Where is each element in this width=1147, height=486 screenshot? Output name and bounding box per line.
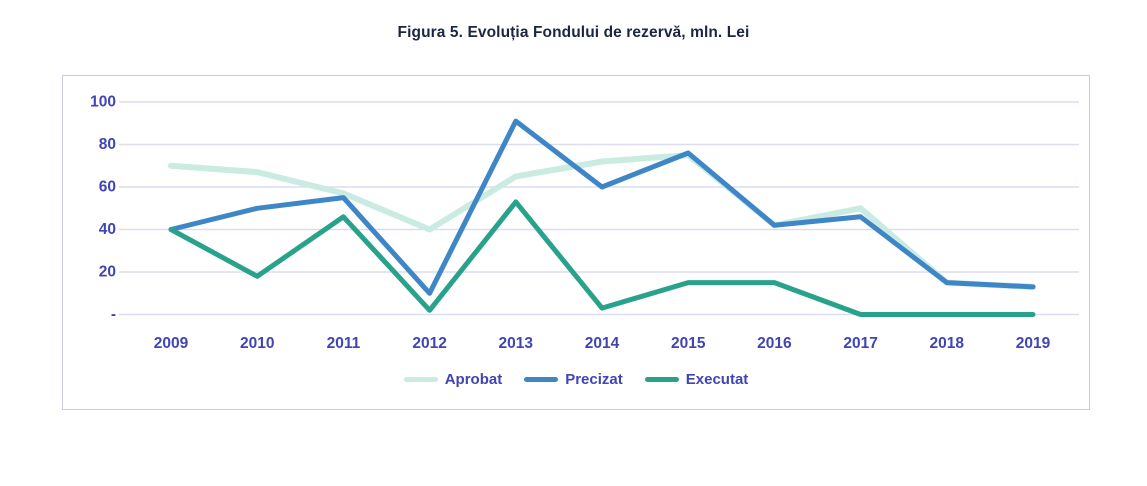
y-tick-label: -	[111, 306, 116, 323]
x-tick-label: 2010	[240, 335, 274, 352]
y-tick-label: 20	[99, 264, 116, 281]
x-tick-label: 2015	[671, 335, 706, 352]
legend-swatch-aprobat	[403, 377, 438, 382]
y-tick-label: 40	[99, 221, 116, 238]
line-precizat	[168, 118, 1036, 296]
legend-label: Executat	[685, 371, 749, 388]
legend-swatch-executat	[644, 377, 679, 382]
legend-label: Precizat	[565, 371, 623, 388]
x-tick-label: 2011	[327, 335, 361, 352]
y-axis-tick-labels: 100 80 60 40 20 -	[90, 94, 116, 324]
line-chart: 100 80 60 40 20 - 2009 2010 2011 2012 2013 2014 2015…	[90, 94, 1079, 352]
chart-legend: Aprobat Precizat Executat	[63, 371, 1089, 388]
legend-item-executat: Executat	[644, 371, 749, 388]
x-tick-label: 2016	[757, 335, 792, 352]
x-tick-label: 2018	[930, 335, 965, 352]
x-tick-label: 2014	[585, 335, 620, 352]
x-tick-label: 2017	[843, 335, 877, 352]
x-tick-label: 2009	[154, 335, 189, 352]
x-axis-tick-labels: 2009 2010 2011 2012 2013 2014 2015 2016 2017 2018…	[154, 335, 1051, 352]
legend-item-aprobat: Aprobat	[403, 371, 503, 388]
y-tick-label: 80	[99, 136, 116, 153]
chart-title: Figura 5. Evoluția Fondului de rezervă, …	[397, 24, 750, 41]
legend-item-precizat: Precizat	[524, 371, 623, 388]
line-executat	[168, 199, 1036, 317]
y-tick-label: 60	[99, 179, 116, 196]
chart-container: 100 80 60 40 20 - 2009 2010 2011 2012 2013 2014 2015…	[62, 75, 1090, 410]
legend-label: Aprobat	[444, 371, 503, 388]
x-tick-label: 2019	[1016, 335, 1051, 352]
x-tick-label: 2013	[499, 335, 534, 352]
x-tick-label: 2012	[412, 335, 446, 352]
line-aprobat	[168, 152, 1036, 290]
legend-swatch-precizat	[524, 377, 559, 382]
y-tick-label: 100	[90, 94, 116, 111]
